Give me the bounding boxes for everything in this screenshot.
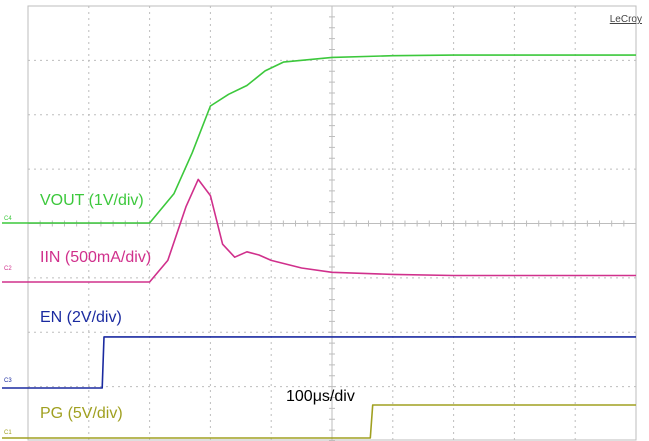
iin-label: IIN (500mA/div) — [40, 249, 152, 266]
channel-marker-c1: C1 — [4, 430, 12, 436]
en-label: EN (2V/div) — [40, 309, 122, 326]
channel-marker-c4: C4 — [4, 216, 12, 222]
iin-trace — [2, 178, 636, 283]
traces — [2, 54, 636, 439]
pg-label: PG (5V/div) — [40, 405, 123, 422]
timebase-label: 100μs/div — [286, 388, 355, 405]
vout-trace — [2, 54, 636, 224]
vout-label: VOUT (1V/div) — [40, 192, 144, 209]
en-trace — [2, 336, 636, 389]
brand-logo: LeCroy — [609, 14, 642, 25]
pg-trace — [2, 404, 636, 439]
channel-marker-c2: C2 — [4, 266, 12, 272]
channel-marker-c3: C3 — [4, 378, 12, 384]
